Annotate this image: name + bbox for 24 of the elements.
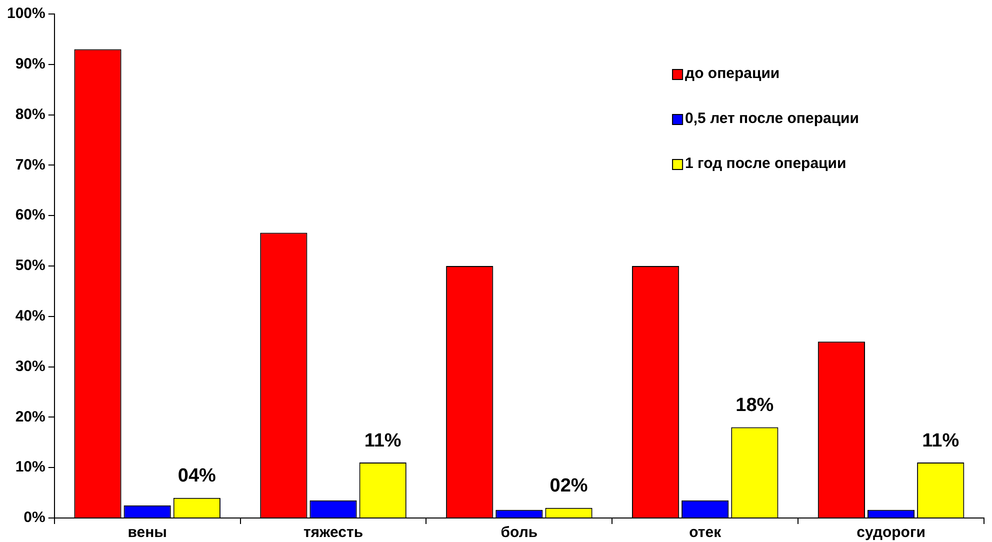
legend-label: 0,5 лет после операции xyxy=(685,110,860,128)
y-tick-label: 40% xyxy=(15,308,46,325)
data-label: 18% xyxy=(736,395,774,416)
x-tick-label: судороги xyxy=(856,524,926,542)
y-tick-label: 60% xyxy=(15,206,46,224)
x-tick-label: тяжесть xyxy=(303,524,364,542)
legend-label: до операции xyxy=(685,65,780,82)
y-tick-label: 20% xyxy=(15,408,46,426)
data-label: 11% xyxy=(364,430,402,452)
x-tick-label: отек xyxy=(689,524,722,542)
y-tick-label: 70% xyxy=(15,156,46,174)
data-label: 04% xyxy=(178,466,216,487)
y-tick-label: 50% xyxy=(15,257,46,274)
y-tick-label: 30% xyxy=(15,358,46,375)
y-tick-label: 90% xyxy=(15,56,46,73)
data-label: 02% xyxy=(550,476,588,497)
x-tick-label: вены xyxy=(128,524,167,542)
y-tick-label: 100% xyxy=(6,5,46,22)
x-tick-label: боль xyxy=(500,524,538,542)
data-label: 11% xyxy=(922,430,960,452)
y-tick-label: 10% xyxy=(15,458,46,476)
legend-label: 1 год после операции xyxy=(685,155,846,172)
y-tick-label: 80% xyxy=(15,106,46,123)
y-tick-label: 0% xyxy=(24,509,46,526)
